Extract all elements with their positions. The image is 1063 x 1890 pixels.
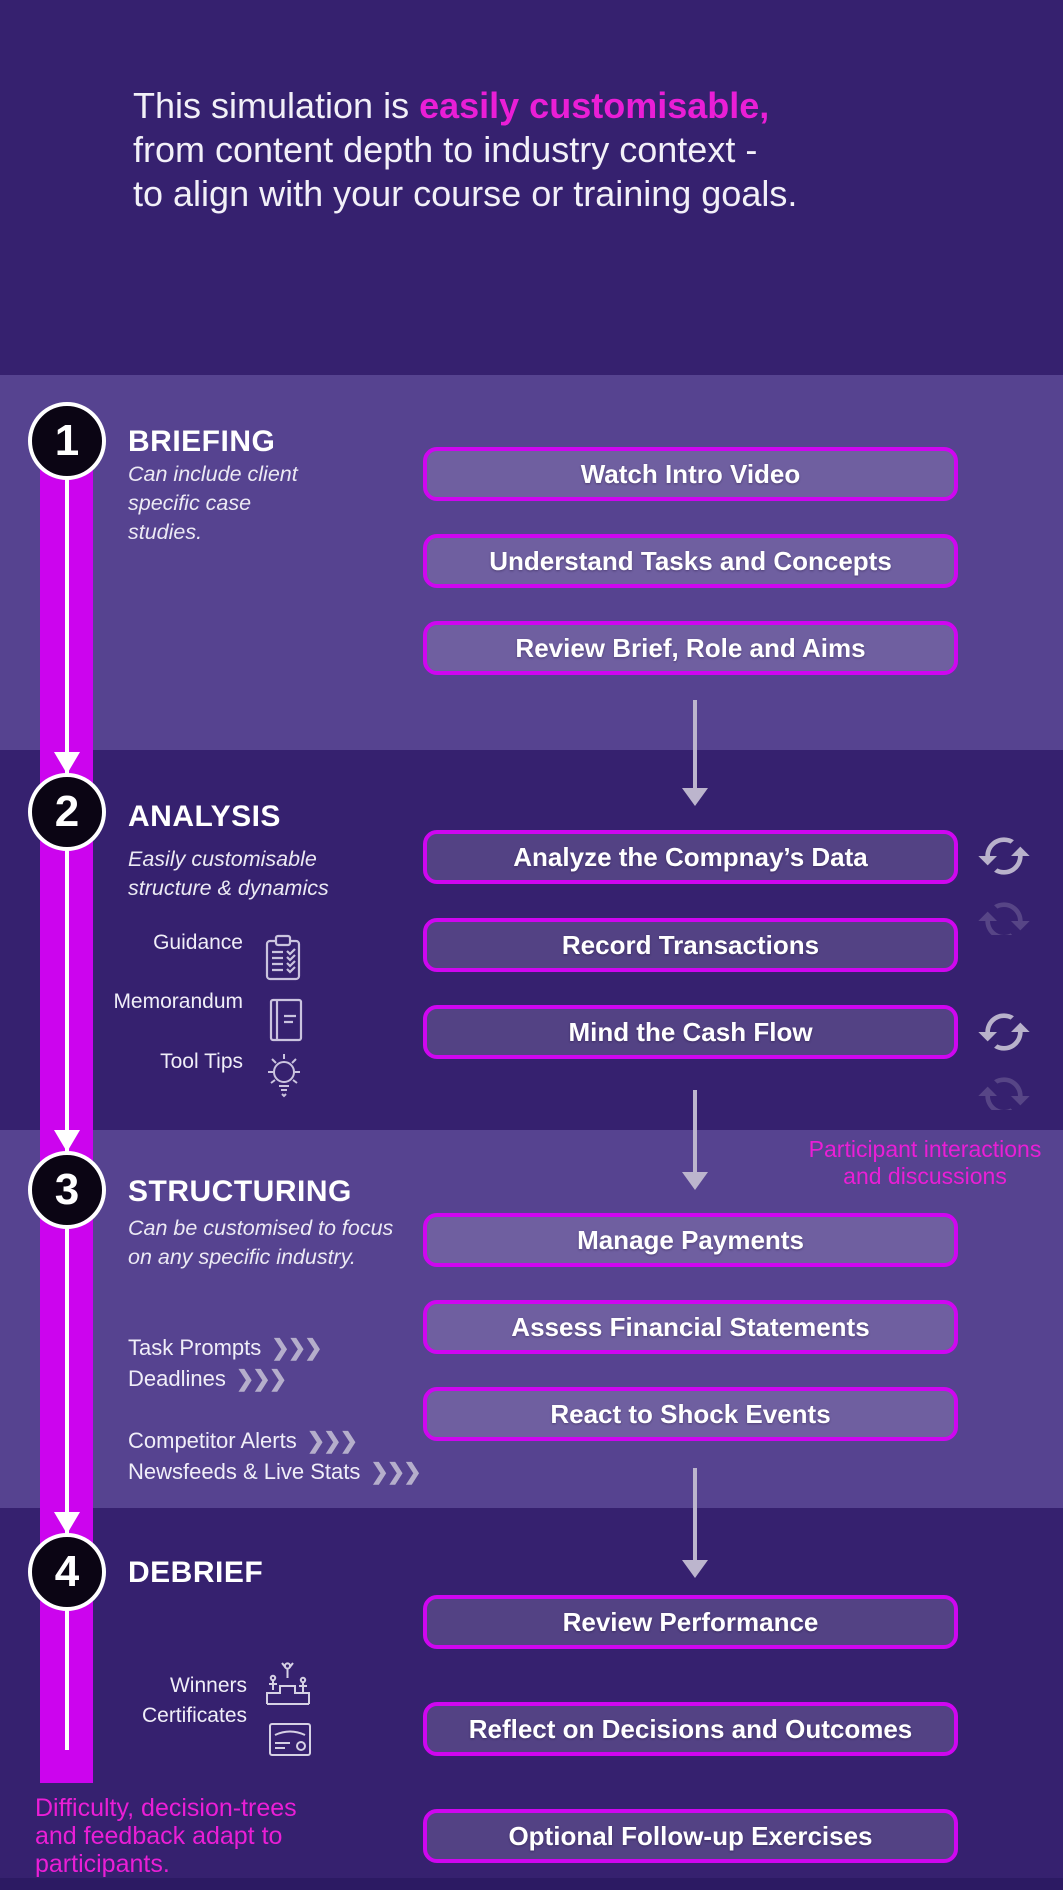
debrief-band xyxy=(0,1508,1063,1890)
lightbulb-icon xyxy=(262,1050,306,1107)
triple-chevron-icon: ❯❯❯ xyxy=(306,1428,358,1453)
triple-chevron-icon: ❯❯❯ xyxy=(271,1335,322,1360)
button-reflect-decisions-outcomes: Reflect on Decisions and Outcomes xyxy=(423,1702,958,1756)
stage-title-briefing: BRIEFING xyxy=(128,425,276,458)
label-guidance: Guidance xyxy=(153,931,243,954)
stage-title-debrief: DEBRIEF xyxy=(128,1556,264,1589)
sync-icon xyxy=(976,828,1032,889)
button-analyze-company-data: Analyze the Compnay’s Data xyxy=(423,830,958,884)
label-memorandum: Memorandum xyxy=(113,990,243,1013)
button-record-transactions: Record Transactions xyxy=(423,918,958,972)
stage-title-analysis: ANALYSIS xyxy=(128,800,281,833)
intro-line-1: This simulation is easily customisable, xyxy=(133,85,770,126)
sync-icon xyxy=(976,1004,1032,1065)
header-band xyxy=(0,0,1063,375)
intro-line-2: from content depth to industry context - xyxy=(133,129,758,170)
button-manage-payments: Manage Payments xyxy=(423,1213,958,1267)
label-certificates: Certificates xyxy=(141,1704,247,1727)
stage-number-2: 2 xyxy=(28,773,106,851)
intro-line-3: to align with your course or training go… xyxy=(133,173,798,214)
arrow-down-icon xyxy=(54,1512,80,1534)
intro-heading: This simulation is easily customisable, … xyxy=(133,84,797,216)
structuring-band xyxy=(0,1130,1063,1508)
stage-number-1: 1 xyxy=(28,402,106,480)
stage-title-structuring: STRUCTURING xyxy=(128,1175,352,1208)
podium-icon xyxy=(264,1658,312,1711)
button-optional-followup-exercises: Optional Follow-up Exercises xyxy=(423,1809,958,1863)
analysis-band xyxy=(0,750,1063,1130)
highlight-text: easily customisable, xyxy=(419,85,770,126)
timeline-line xyxy=(65,441,69,1750)
arrow-down-icon xyxy=(54,1130,80,1152)
button-mind-the-cash-flow: Mind the Cash Flow xyxy=(423,1005,958,1059)
bottom-strip xyxy=(0,1878,1063,1890)
triple-chevron-icon: ❯❯❯ xyxy=(370,1459,421,1484)
label-task-prompts: Task Prompts ❯❯❯ xyxy=(128,1335,323,1360)
stage-subtitle-analysis: Easily customisable structure & dynamics xyxy=(128,847,329,900)
participant-note: Participant interactions and discussions xyxy=(808,1136,1042,1189)
button-understand-tasks-concepts: Understand Tasks and Concepts xyxy=(423,534,958,588)
flow-arrow-line xyxy=(693,1468,697,1560)
clipboard-icon xyxy=(264,934,302,987)
stage-subtitle-structuring: Can be customised to focus on any specif… xyxy=(128,1216,394,1269)
flow-arrow-line xyxy=(693,700,697,788)
button-review-brief-role-aims: Review Brief, Role and Aims xyxy=(423,621,958,675)
sync-reflection-icon xyxy=(976,1068,1032,1110)
label-newsfeeds-live-stats: Newsfeeds & Live Stats ❯❯❯ xyxy=(128,1459,422,1484)
arrow-down-icon xyxy=(54,752,80,774)
stage-number-3: 3 xyxy=(28,1151,106,1229)
notebook-icon xyxy=(268,997,304,1048)
stage-subtitle-briefing: Can include client specific case studies… xyxy=(128,462,298,544)
certificate-icon xyxy=(268,1722,312,1763)
button-react-to-shock-events: React to Shock Events xyxy=(423,1387,958,1441)
flow-arrow-head-icon xyxy=(682,1172,708,1190)
flow-arrow-line xyxy=(693,1090,697,1172)
briefing-band xyxy=(0,375,1063,750)
label-deadlines: Deadlines ❯❯❯ xyxy=(128,1366,287,1391)
button-watch-intro-video: Watch Intro Video xyxy=(423,447,958,501)
label-tool-tips: Tool Tips xyxy=(160,1050,243,1073)
triple-chevron-icon: ❯❯❯ xyxy=(235,1366,287,1391)
flow-arrow-head-icon xyxy=(682,788,708,806)
button-assess-financial-statements: Assess Financial Statements xyxy=(423,1300,958,1354)
footer-note: Difficulty, decision-trees and feedback … xyxy=(35,1794,297,1878)
sync-reflection-icon xyxy=(976,893,1032,935)
stage-number-4: 4 xyxy=(28,1533,106,1611)
label-winners: Winners xyxy=(169,1674,247,1697)
label-competitor-alerts: Competitor Alerts ❯❯❯ xyxy=(128,1428,358,1453)
flow-arrow-head-icon xyxy=(682,1560,708,1578)
button-review-performance: Review Performance xyxy=(423,1595,958,1649)
